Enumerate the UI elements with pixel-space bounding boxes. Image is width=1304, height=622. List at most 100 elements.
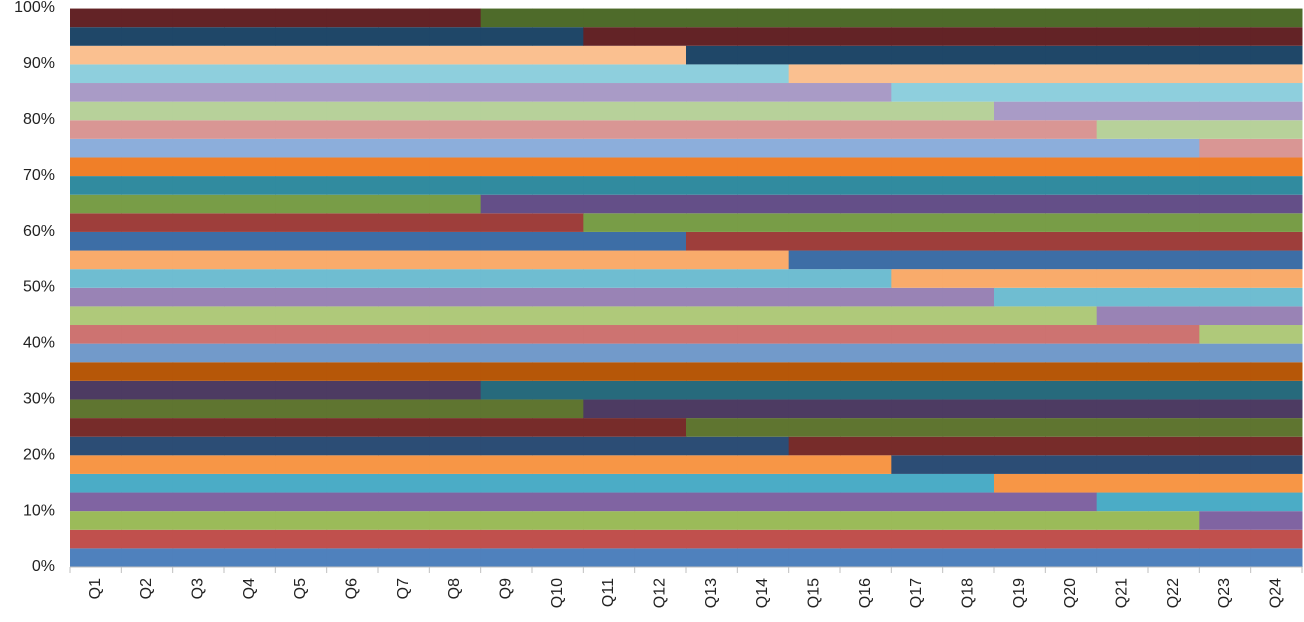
bar-segment	[891, 548, 944, 567]
bar-segment	[583, 250, 636, 270]
bar-segment	[224, 399, 276, 419]
y-tick-label: 30%	[23, 391, 55, 408]
bar-segment	[275, 492, 328, 512]
bar-segment	[1250, 343, 1303, 363]
bar-segment	[942, 138, 995, 158]
bar-segment	[224, 101, 276, 121]
bar-segment	[1045, 436, 1098, 456]
bar-segment	[891, 64, 944, 84]
bar-segment	[378, 269, 430, 288]
bar-segment	[224, 231, 276, 251]
bar-segment	[840, 306, 892, 326]
bar-segment	[224, 287, 276, 307]
bar-segment	[378, 64, 430, 84]
bar-segment	[634, 64, 687, 84]
bar-segment	[1045, 418, 1098, 437]
bar-segment	[634, 473, 687, 493]
x-tick-label: Q20	[1062, 578, 1079, 608]
bar-segment	[172, 64, 225, 84]
bar-segment	[1250, 548, 1303, 567]
bar-segment	[70, 306, 122, 326]
bar-segment	[378, 194, 430, 214]
bar-segment	[326, 213, 379, 232]
bar-segment	[224, 250, 276, 270]
bar-segment	[1250, 325, 1303, 344]
bar-segment	[224, 176, 276, 195]
bar-segment	[480, 194, 533, 214]
bar-segment	[121, 399, 174, 419]
bar-segment	[224, 8, 276, 28]
bar-segment	[480, 45, 533, 65]
bar-segment	[686, 231, 738, 251]
bar-segment	[788, 436, 841, 456]
bar-segment	[840, 287, 892, 307]
bar-segment	[326, 231, 379, 251]
bar-segment	[1096, 157, 1149, 177]
x-tick-label: Q10	[549, 578, 566, 608]
bar-segment	[994, 455, 1046, 474]
bar-segment	[891, 287, 944, 307]
bar-segment	[1045, 176, 1098, 195]
bar-segment	[737, 64, 790, 84]
x-tick-label: Q7	[395, 578, 412, 599]
bar-segment	[378, 83, 430, 102]
bar-segment	[840, 399, 892, 419]
bar-segment	[840, 418, 892, 437]
bar-segment	[1199, 27, 1252, 46]
bar-segment	[788, 455, 841, 474]
bar-segment	[378, 548, 430, 567]
bar-segment	[224, 269, 276, 288]
bar-segment	[532, 176, 584, 195]
bar-segment	[840, 380, 892, 400]
bar-segment	[1250, 27, 1303, 46]
bar-segment	[275, 269, 328, 288]
bar-segment	[378, 418, 430, 437]
bar-segment	[275, 436, 328, 456]
x-tick-label: Q18	[960, 578, 977, 608]
bar-segment	[378, 176, 430, 195]
bar-segment	[326, 380, 379, 400]
bar-segment	[942, 399, 995, 419]
bar-segment	[429, 231, 482, 251]
bar-segment	[429, 418, 482, 437]
bar-segment	[1250, 157, 1303, 177]
bar-segment	[480, 473, 533, 493]
bar-segment	[429, 157, 482, 177]
bar-segment	[1250, 380, 1303, 400]
bar-segment	[172, 213, 225, 232]
bar-segment	[429, 64, 482, 84]
bar-segment	[994, 511, 1046, 530]
bar-segment	[224, 83, 276, 102]
bar-segment	[737, 213, 790, 232]
bar-segment	[1250, 399, 1303, 419]
bar-segment	[686, 120, 738, 139]
bar-segment	[378, 287, 430, 307]
bar-segment	[1045, 101, 1098, 121]
bar-segment	[1199, 83, 1252, 102]
y-tick-label: 10%	[23, 502, 55, 519]
bar-segment	[1199, 511, 1252, 530]
x-tick-label: Q22	[1165, 578, 1182, 608]
bar-segment	[121, 269, 174, 288]
bar-segment	[994, 436, 1046, 456]
bar-segment	[480, 101, 533, 121]
bar-segment	[891, 492, 944, 512]
bar-segment	[429, 511, 482, 530]
bar-segment	[1250, 176, 1303, 195]
bar-segment	[532, 83, 584, 102]
bar-segment	[1199, 306, 1252, 326]
bar-segment	[737, 492, 790, 512]
bar-segment	[224, 455, 276, 474]
bar-segment	[942, 194, 995, 214]
bar-segment	[1148, 399, 1200, 419]
bar-segment	[480, 120, 533, 139]
bar-segment	[121, 529, 174, 549]
bar-segment	[942, 250, 995, 270]
bar-segment	[1199, 138, 1252, 158]
bar-segment	[70, 343, 122, 363]
bar-segment	[1096, 64, 1149, 84]
bar-segment	[737, 380, 790, 400]
bar-segment	[840, 157, 892, 177]
bar-segment	[70, 380, 122, 400]
bar-segment	[224, 511, 276, 530]
